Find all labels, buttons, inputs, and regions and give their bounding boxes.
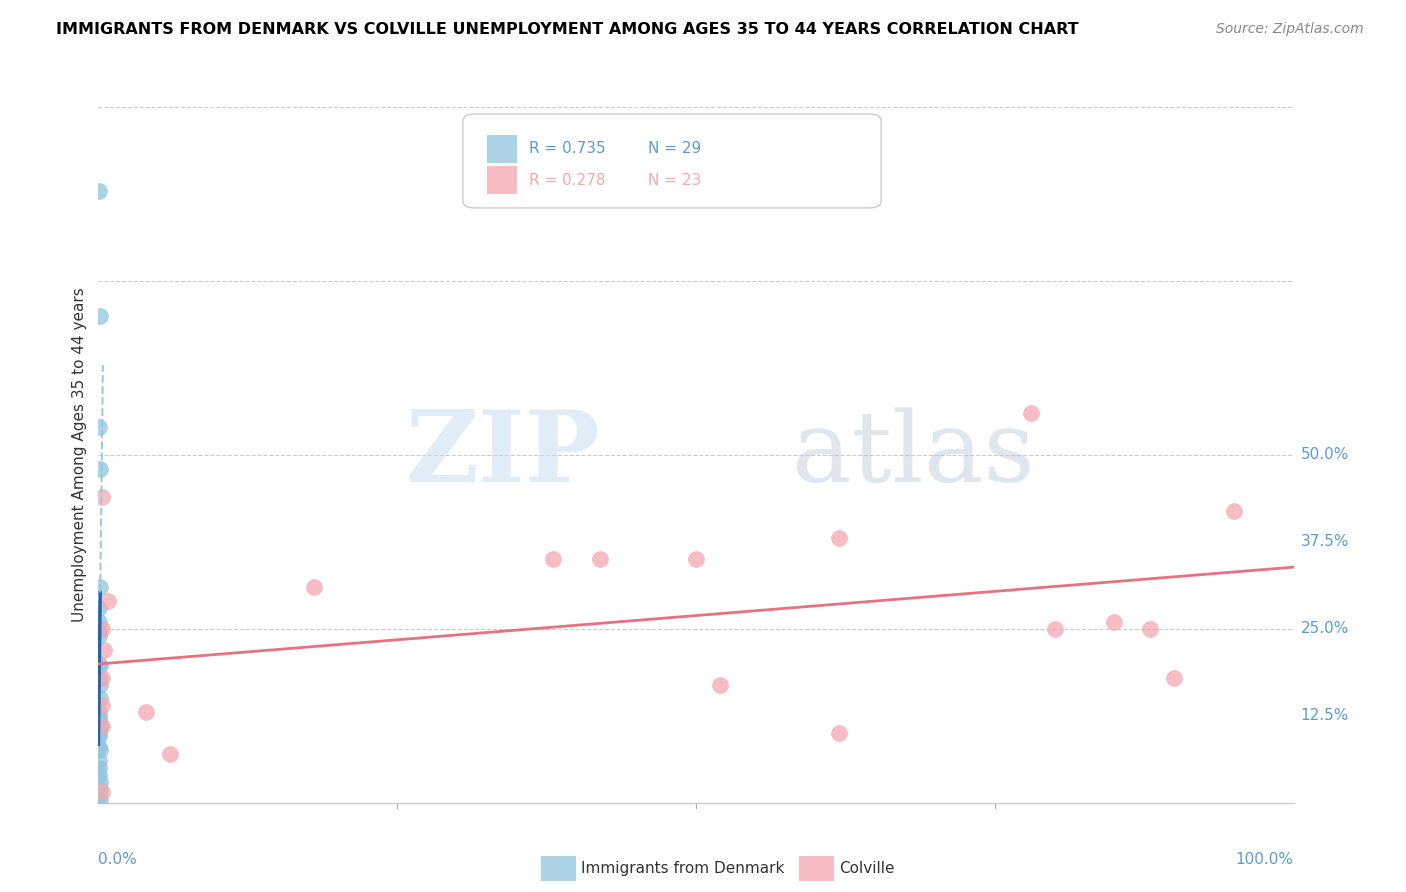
Text: N = 29: N = 29 (648, 141, 702, 156)
Point (302, 580, 325, 594)
Text: 25.0%: 25.0% (1301, 622, 1348, 636)
Point (91, 719, 114, 733)
Point (1102, 615, 1125, 629)
Point (89, 462, 111, 476)
Text: 100.0%: 100.0% (1236, 852, 1294, 867)
Point (91, 490, 114, 504)
Point (89, 754, 111, 768)
Text: R = 0.278: R = 0.278 (529, 172, 605, 187)
Point (89, 712, 111, 726)
Point (89, 184, 111, 198)
Point (89, 420, 111, 434)
Point (89, 691, 111, 706)
Point (89, 768, 111, 782)
Point (1163, 671, 1185, 685)
Text: R = 0.735: R = 0.735 (529, 141, 605, 156)
Point (541, 552, 564, 566)
Text: Source: ZipAtlas.com: Source: ZipAtlas.com (1216, 22, 1364, 37)
Text: 0.0%: 0.0% (98, 852, 138, 867)
Point (89, 719, 111, 733)
Point (1019, 406, 1042, 420)
Point (93, 642, 115, 657)
Point (89, 659, 111, 673)
Point (89, 671, 111, 685)
Point (87, 629, 110, 643)
Text: 50.0%: 50.0% (1301, 448, 1348, 462)
Text: N = 23: N = 23 (648, 172, 702, 187)
Point (89, 709, 111, 723)
Point (1043, 622, 1066, 636)
Point (89, 615, 111, 629)
Point (89, 775, 111, 789)
Point (159, 747, 181, 761)
Point (89, 726, 111, 740)
Text: 12.5%: 12.5% (1301, 708, 1348, 723)
Point (89, 729, 111, 743)
Point (89, 793, 111, 807)
Point (89, 580, 111, 594)
Point (685, 552, 707, 566)
FancyBboxPatch shape (463, 114, 882, 208)
Point (89, 706, 111, 720)
Point (89, 761, 111, 775)
Point (87, 622, 110, 636)
Point (1222, 503, 1246, 517)
Point (89, 677, 111, 691)
Point (135, 706, 157, 720)
Point (709, 677, 731, 691)
Point (89, 743, 111, 757)
Text: 37.5%: 37.5% (1301, 534, 1348, 549)
Text: Immigrants from Denmark: Immigrants from Denmark (581, 862, 785, 876)
Point (89, 657, 111, 671)
Point (91, 698, 114, 713)
Text: atlas: atlas (792, 407, 1035, 503)
Text: ZIP: ZIP (405, 407, 600, 503)
Y-axis label: Unemployment Among Ages 35 to 44 years: Unemployment Among Ages 35 to 44 years (72, 287, 87, 623)
Point (87, 789, 110, 803)
Point (91, 785, 114, 799)
Text: IMMIGRANTS FROM DENMARK VS COLVILLE UNEMPLOYMENT AMONG AGES 35 TO 44 YEARS CORRE: IMMIGRANTS FROM DENMARK VS COLVILLE UNEM… (56, 22, 1078, 37)
Point (91, 622, 114, 636)
Point (89, 781, 111, 796)
Point (89, 601, 111, 615)
Bar (486, 166, 517, 194)
Point (828, 532, 851, 546)
Bar (486, 135, 517, 162)
Point (97, 594, 120, 608)
Point (828, 726, 851, 740)
Point (89, 309, 111, 323)
Point (1139, 622, 1161, 636)
Point (589, 552, 612, 566)
Text: Colville: Colville (839, 862, 894, 876)
Point (89, 740, 111, 755)
Point (91, 671, 114, 685)
